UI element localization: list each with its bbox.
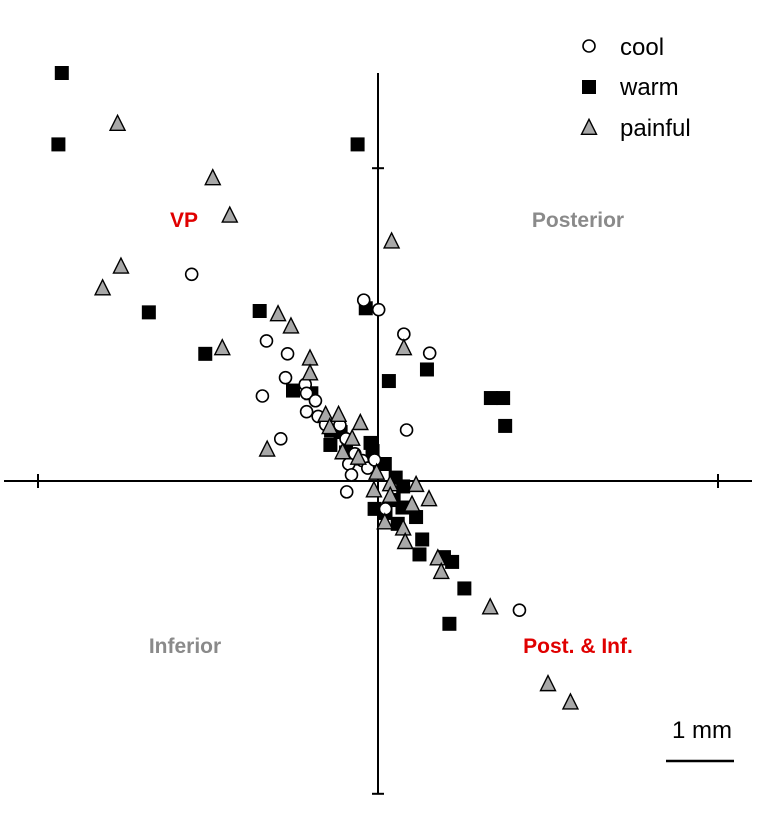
legend-label-warm: warm [619, 74, 679, 101]
point-cool [371, 302, 386, 317]
point-cool [512, 603, 527, 618]
point-warm [415, 532, 430, 547]
point-painful [334, 442, 352, 460]
point-warm [286, 383, 300, 398]
point-cool [273, 432, 288, 446]
legend: cool warm painful [580, 34, 691, 142]
point-painful [481, 597, 499, 615]
point-warm [381, 374, 396, 389]
point-painful [382, 231, 401, 249]
point-cool [308, 393, 323, 408]
point-painful [343, 428, 361, 446]
point-warm [51, 137, 66, 152]
point-warm [419, 362, 434, 377]
point-cool [299, 386, 314, 401]
point-warm [54, 66, 69, 80]
point-warm [496, 391, 511, 406]
point-warm [412, 547, 427, 562]
point-painful [221, 205, 239, 223]
point-warm [198, 346, 213, 361]
point-painful [381, 485, 399, 503]
point-warm [367, 501, 382, 516]
legend-symbol-painful [580, 117, 598, 136]
point-painful [329, 404, 348, 423]
point-painful [429, 548, 447, 566]
point-painful [213, 338, 231, 356]
point-cool [399, 423, 414, 437]
point-cool [259, 334, 274, 348]
point-warm [396, 479, 411, 494]
point-cool [356, 293, 371, 307]
region-labels: VP Posterior Inferior Post. & Inf. [149, 209, 633, 658]
point-painful [539, 674, 557, 692]
point-painful [561, 692, 580, 710]
point-cool [378, 502, 393, 516]
point-warm [457, 581, 472, 596]
point-painful [282, 316, 300, 334]
point-warm [141, 305, 156, 320]
legend-label-cool: cool [620, 34, 664, 61]
point-cool [367, 453, 382, 467]
legend-label-painful: painful [620, 115, 691, 142]
point-warm [442, 616, 457, 631]
point-painful [321, 417, 339, 435]
point-warm [483, 391, 498, 406]
point-cool [422, 346, 437, 360]
region-label-posterior: Posterior [532, 209, 624, 232]
axes [4, 73, 752, 795]
point-painful [301, 348, 319, 366]
point-warm [498, 418, 513, 433]
point-painful [258, 439, 276, 457]
scale-bar: 1 mm [666, 717, 734, 763]
point-painful [403, 494, 421, 512]
point-cool [280, 347, 295, 361]
point-painful [351, 412, 369, 431]
region-label-vp: VP [170, 209, 198, 232]
point-painful [432, 561, 450, 580]
point-cool [299, 404, 314, 419]
point-cool [184, 267, 199, 282]
point-painful [368, 462, 386, 480]
point-painful [93, 278, 112, 296]
point-warm [323, 437, 338, 452]
point-warm [350, 137, 365, 152]
data-points [51, 66, 580, 710]
legend-symbol-cool [582, 39, 596, 53]
legend-symbols [580, 39, 598, 136]
point-painful [394, 518, 412, 536]
point-warm [445, 554, 460, 569]
point-painful [396, 531, 414, 550]
point-painful [112, 256, 130, 274]
point-painful [376, 512, 394, 530]
point-painful [365, 480, 383, 498]
point-painful [108, 113, 127, 132]
point-cool [339, 485, 354, 499]
point-cool [344, 468, 359, 482]
point-painful [269, 304, 287, 322]
point-painful [407, 474, 425, 493]
point-painful [349, 447, 367, 465]
region-label-post-inf: Post. & Inf. [523, 635, 633, 658]
region-label-inferior: Inferior [149, 635, 221, 658]
point-cool [255, 389, 270, 403]
point-painful [204, 168, 222, 186]
point-painful [317, 404, 335, 423]
point-painful [420, 489, 438, 507]
point-painful [395, 338, 413, 356]
point-painful [301, 363, 319, 381]
scale-bar-label: 1 mm [672, 717, 732, 744]
point-warm [252, 304, 267, 318]
point-warm [409, 510, 424, 525]
point-cool [278, 370, 293, 385]
legend-symbol-warm [582, 80, 596, 94]
